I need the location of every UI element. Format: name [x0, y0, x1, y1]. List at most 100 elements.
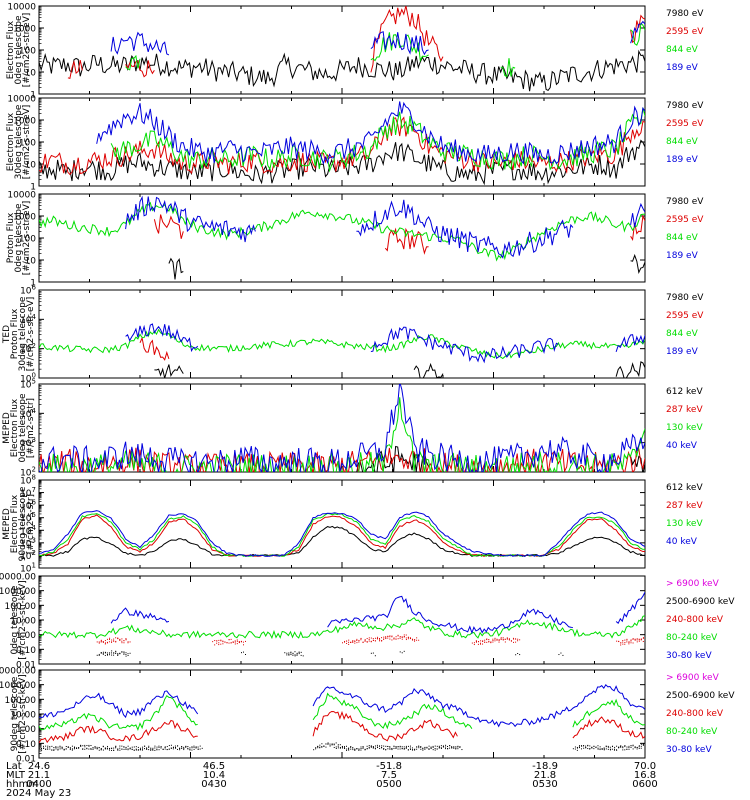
data-point [146, 747, 148, 749]
data-point [102, 749, 104, 751]
data-point [127, 641, 129, 643]
plot-area [39, 591, 645, 657]
data-point [102, 746, 104, 748]
data-point [154, 745, 156, 747]
data-point [104, 643, 106, 645]
data-point [113, 654, 115, 656]
y-axis-label: 90deg telescope [10, 676, 20, 751]
data-point [158, 745, 160, 747]
data-point [430, 748, 432, 750]
data-point [385, 745, 387, 747]
data-point [117, 638, 119, 640]
data-point [626, 641, 628, 643]
legend-entry: 7980 eV [666, 293, 704, 303]
y-tick-label: 100.00 [5, 696, 37, 706]
data-point [622, 640, 624, 642]
data-point [403, 746, 405, 748]
data-point [123, 746, 125, 748]
data-point [403, 748, 405, 750]
data-point [144, 745, 146, 747]
data-point [317, 746, 319, 748]
data-point [111, 654, 113, 656]
data-point [583, 747, 585, 749]
data-point [123, 642, 125, 644]
data-point [453, 747, 455, 749]
data-point [100, 749, 102, 751]
data-point [288, 652, 290, 654]
data-point [67, 746, 69, 748]
legend-entry: 130 keV [666, 423, 703, 433]
y-tick-label: 10 [25, 161, 37, 171]
data-point [389, 747, 391, 749]
data-point [49, 748, 51, 750]
data-point [500, 639, 502, 641]
series-line [356, 445, 645, 472]
data-point [451, 747, 453, 749]
data-point [638, 639, 640, 641]
data-point [409, 745, 411, 747]
data-point [473, 642, 475, 644]
data-point [232, 641, 234, 643]
series-line [39, 328, 645, 360]
legend-entry: 30-80 keV [666, 745, 712, 755]
data-point [71, 745, 73, 747]
data-point [358, 641, 360, 643]
data-point [352, 641, 354, 643]
y-axis-label: Electron Flux [6, 112, 16, 171]
data-point [399, 746, 401, 748]
data-point [471, 642, 473, 644]
data-point [61, 746, 63, 748]
data-point [98, 654, 100, 656]
data-point [376, 638, 378, 640]
data-point [65, 748, 67, 750]
legend-entry: 189 eV [666, 251, 699, 261]
data-point [139, 748, 141, 750]
data-point [321, 746, 323, 748]
data-point [407, 636, 409, 638]
data-point [181, 746, 183, 748]
y-axis-label: MEPED [2, 412, 12, 444]
data-point [632, 745, 634, 747]
data-point [228, 639, 230, 641]
y-tick-label: 10 [25, 69, 37, 79]
data-point [327, 742, 329, 744]
data-point [636, 638, 638, 640]
data-point [393, 745, 395, 747]
data-point [372, 640, 374, 642]
data-point [628, 745, 630, 747]
data-point [372, 652, 374, 654]
data-point [313, 749, 315, 751]
data-point [589, 745, 591, 747]
data-point [616, 640, 618, 642]
data-point [395, 746, 397, 748]
y-axis-label: [#/cm2-s-str-keV] [18, 580, 28, 659]
plot-area [39, 101, 645, 186]
data-point [620, 745, 622, 747]
data-point [144, 748, 145, 750]
data-point [395, 638, 397, 640]
data-point [325, 743, 327, 745]
data-point [638, 747, 640, 749]
data-point [614, 746, 616, 748]
data-point [109, 747, 111, 749]
data-point [41, 748, 42, 750]
data-point [220, 640, 222, 642]
data-point [63, 749, 65, 751]
data-point [360, 746, 362, 748]
data-point [403, 634, 405, 636]
data-point [119, 638, 121, 640]
data-point [576, 746, 578, 748]
legend-entry: 844 eV [666, 233, 699, 243]
data-point [125, 652, 127, 654]
data-point [589, 748, 591, 750]
data-point [618, 747, 620, 749]
tick-mlt-4: 21.8 [534, 770, 556, 781]
data-point [583, 745, 585, 747]
data-point [164, 748, 166, 750]
data-point [55, 747, 57, 749]
y-tick-label: 10000.00 [0, 573, 36, 583]
data-point [115, 745, 117, 747]
data-point [517, 640, 519, 642]
